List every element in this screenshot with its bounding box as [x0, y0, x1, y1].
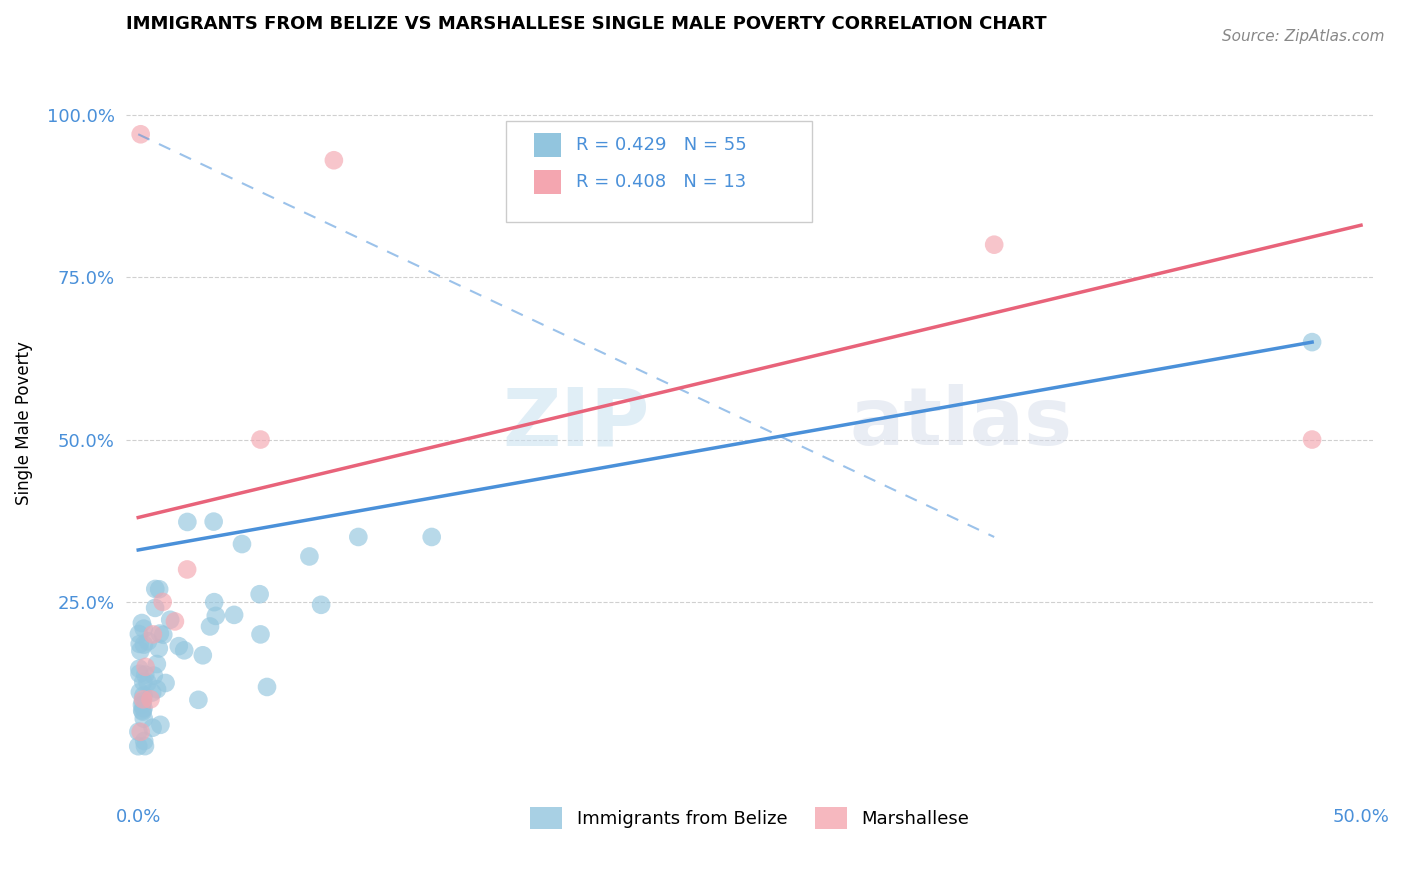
Immigrants from Belize — [159, 613, 181, 627]
Text: R = 0.408   N = 13: R = 0.408 N = 13 — [576, 173, 747, 191]
Marshallese — [176, 562, 198, 576]
Immigrants from Belize — [202, 595, 225, 609]
Immigrants from Belize — [146, 682, 169, 697]
Immigrants from Belize — [132, 622, 155, 636]
Immigrants from Belize — [128, 666, 150, 681]
Immigrants from Belize — [128, 627, 150, 641]
Immigrants from Belize — [1301, 335, 1323, 350]
Immigrants from Belize — [136, 675, 159, 690]
Immigrants from Belize — [134, 734, 156, 748]
Immigrants from Belize — [148, 641, 170, 656]
Marshallese — [129, 128, 152, 142]
Immigrants from Belize — [347, 530, 370, 544]
Immigrants from Belize — [167, 639, 190, 653]
Immigrants from Belize — [142, 721, 165, 735]
Text: atlas: atlas — [849, 384, 1073, 462]
Marshallese — [142, 627, 165, 641]
Marshallese — [129, 724, 152, 739]
Immigrants from Belize — [149, 718, 172, 732]
Immigrants from Belize — [141, 685, 163, 699]
Immigrants from Belize — [309, 598, 332, 612]
Y-axis label: Single Male Poverty: Single Male Poverty — [15, 342, 32, 505]
Marshallese — [322, 153, 344, 168]
Marshallese — [132, 692, 155, 706]
Text: IMMIGRANTS FROM BELIZE VS MARSHALLESE SINGLE MALE POVERTY CORRELATION CHART: IMMIGRANTS FROM BELIZE VS MARSHALLESE SI… — [127, 15, 1046, 33]
Immigrants from Belize — [173, 643, 195, 657]
Legend: Immigrants from Belize, Marshallese: Immigrants from Belize, Marshallese — [523, 800, 977, 837]
Immigrants from Belize — [127, 739, 149, 754]
Marshallese — [249, 433, 271, 447]
Immigrants from Belize — [420, 530, 443, 544]
Immigrants from Belize — [298, 549, 321, 564]
Marshallese — [152, 595, 174, 609]
Immigrants from Belize — [129, 644, 152, 658]
Text: Source: ZipAtlas.com: Source: ZipAtlas.com — [1222, 29, 1385, 44]
Immigrants from Belize — [155, 676, 177, 690]
Immigrants from Belize — [131, 615, 153, 630]
Immigrants from Belize — [131, 703, 153, 717]
Immigrants from Belize — [191, 648, 214, 663]
Immigrants from Belize — [231, 537, 253, 551]
Immigrants from Belize — [132, 701, 155, 715]
Immigrants from Belize — [143, 600, 166, 615]
Immigrants from Belize — [134, 739, 156, 753]
Immigrants from Belize — [131, 698, 153, 712]
Bar — [534, 170, 561, 194]
Immigrants from Belize — [134, 667, 156, 681]
Immigrants from Belize — [142, 668, 165, 682]
Immigrants from Belize — [148, 582, 170, 597]
Immigrants from Belize — [127, 724, 149, 739]
Immigrants from Belize — [198, 619, 221, 633]
Immigrants from Belize — [132, 712, 155, 726]
Immigrants from Belize — [249, 627, 271, 641]
Immigrants from Belize — [132, 694, 155, 708]
Immigrants from Belize — [176, 515, 198, 529]
Immigrants from Belize — [132, 674, 155, 689]
Marshallese — [163, 615, 186, 629]
Text: R = 0.429   N = 55: R = 0.429 N = 55 — [576, 136, 747, 153]
Immigrants from Belize — [128, 637, 150, 651]
FancyBboxPatch shape — [506, 120, 813, 221]
Immigrants from Belize — [132, 689, 155, 703]
Immigrants from Belize — [187, 693, 209, 707]
Immigrants from Belize — [132, 705, 155, 719]
Marshallese — [135, 660, 157, 674]
Immigrants from Belize — [132, 638, 155, 652]
Immigrants from Belize — [128, 685, 150, 699]
Immigrants from Belize — [128, 662, 150, 676]
Immigrants from Belize — [146, 657, 169, 671]
Immigrants from Belize — [143, 582, 166, 596]
Immigrants from Belize — [136, 634, 159, 648]
Immigrants from Belize — [202, 515, 225, 529]
Immigrants from Belize — [204, 608, 226, 623]
Immigrants from Belize — [249, 587, 271, 601]
Immigrants from Belize — [256, 680, 278, 694]
Text: ZIP: ZIP — [502, 384, 650, 462]
Bar — [534, 133, 561, 157]
Immigrants from Belize — [152, 628, 174, 642]
Marshallese — [139, 692, 162, 706]
Immigrants from Belize — [149, 626, 172, 640]
Immigrants from Belize — [224, 607, 246, 622]
Marshallese — [1301, 433, 1323, 447]
Marshallese — [983, 237, 1005, 252]
